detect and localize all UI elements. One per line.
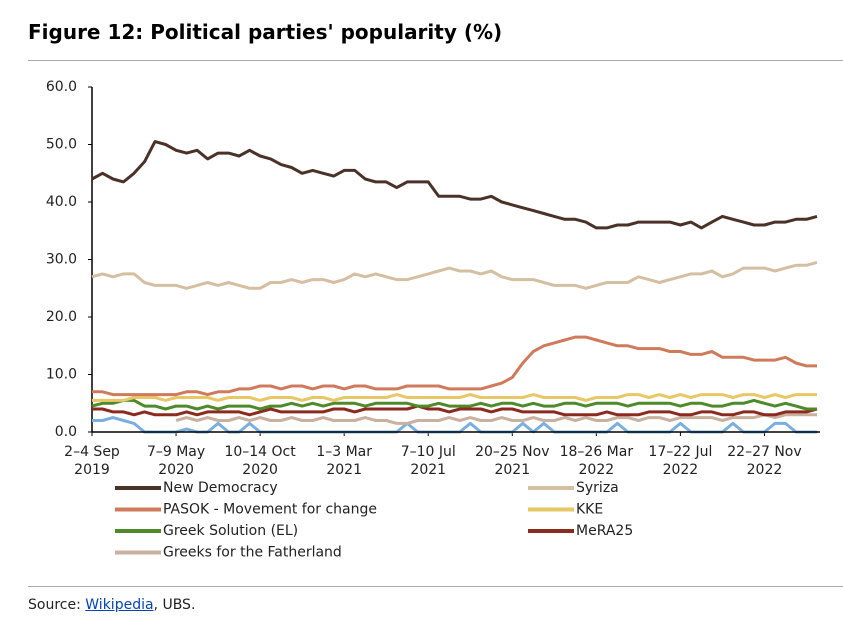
series-line — [92, 335, 817, 397]
y-tick-label: 40.0 — [46, 194, 77, 210]
y-tick-label: 0.0 — [55, 424, 77, 440]
legend-label: PASOK - Movement for change — [163, 502, 377, 518]
x-tick-label: 7–10 Jul 2021 — [401, 444, 456, 478]
rule — [28, 60, 843, 61]
y-tick-label: 50.0 — [46, 137, 77, 153]
y-tick-label: 60.0 — [46, 79, 77, 95]
series-line — [91, 260, 818, 290]
x-tick-label: 20–25 Nov 2021 — [475, 444, 549, 478]
x-tick-label: 18–26 Mar 2022 — [560, 444, 634, 478]
source: Source: Wikipedia, UBS. — [28, 597, 195, 613]
y-tick-label: 30.0 — [46, 252, 77, 268]
series-line — [92, 404, 818, 417]
chart-title: Figure 12: Political parties' popularity… — [28, 20, 503, 44]
source-suffix: , UBS. — [153, 597, 196, 613]
x-tick-label: 1–3 Mar 2021 — [316, 444, 372, 478]
legend-label: MeRA25 — [576, 523, 633, 539]
series-line — [91, 398, 817, 411]
chart: 0.0 10.0 20.0 30.0 40.0 50.0 60.0 2–4 Sep 2019 7–… — [46, 79, 820, 561]
legend-label: Syriza — [576, 480, 619, 496]
series-line — [92, 393, 817, 402]
x-tick-label: 10–14 Oct 2020 — [224, 444, 296, 478]
rule — [28, 586, 843, 587]
legend-label: Greek Solution (EL) — [163, 523, 298, 539]
legend-label: KKE — [576, 502, 603, 518]
legend-label: Greeks for the Fatherland — [163, 545, 342, 561]
legend-label: New Democracy — [163, 480, 278, 496]
x-tick-label: 2–4 Sep 2019 — [64, 444, 120, 478]
series-line — [175, 413, 817, 425]
series-line — [91, 140, 818, 230]
x-tick-label: 22–27 Nov 2022 — [727, 444, 801, 478]
source-prefix: Source: — [28, 597, 86, 613]
y-tick-label: 10.0 — [46, 367, 77, 383]
source-link[interactable]: Wikipedia — [85, 597, 154, 613]
y-tick-label: 20.0 — [46, 309, 77, 325]
x-tick-label: 7–9 May 2020 — [147, 444, 205, 478]
x-tick-label: 17–22 Jul 2022 — [648, 444, 712, 478]
